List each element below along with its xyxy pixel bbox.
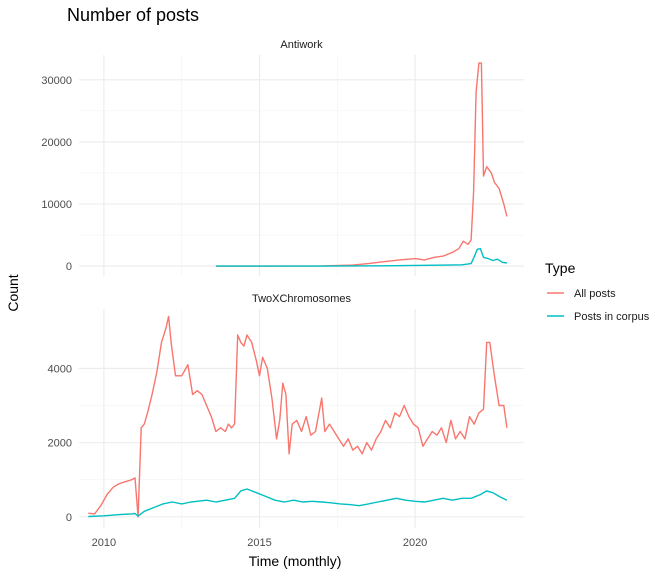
y-tick-label: 4000 bbox=[48, 363, 72, 375]
panel-antiwork: Antiwork 0 10000 20000 30000 bbox=[41, 39, 524, 276]
y-tick-label: 10000 bbox=[41, 199, 72, 211]
y-tick-label: 2000 bbox=[48, 438, 72, 450]
series-line-all-posts bbox=[88, 315, 508, 518]
legend-label: All posts bbox=[574, 288, 616, 300]
y-tick-label: 20000 bbox=[41, 137, 72, 149]
x-axis-title: Time (monthly) bbox=[249, 553, 342, 569]
legend-title: Type bbox=[545, 260, 576, 276]
legend: Type All posts Posts in corpus bbox=[545, 260, 650, 323]
x-axis: 2010 2015 2020 bbox=[92, 537, 428, 549]
chart-title: Number of posts bbox=[67, 5, 199, 25]
panel-twoxchromosomes: TwoXChromosomes 0 2000 4000 bbox=[48, 293, 524, 528]
series-line-all-posts bbox=[215, 62, 508, 267]
y-tick-label: 0 bbox=[66, 261, 72, 273]
y-tick-label: 0 bbox=[66, 512, 72, 524]
x-tick-label: 2015 bbox=[247, 537, 271, 549]
legend-items: All posts Posts in corpus bbox=[547, 288, 650, 323]
facet-panels: Antiwork 0 10000 20000 30000 TwoXChromosomes 0… bbox=[41, 39, 524, 528]
x-tick-label: 2010 bbox=[92, 537, 116, 549]
series-line-posts-in-corpus bbox=[88, 488, 508, 518]
y-axis-title: Count bbox=[5, 274, 21, 311]
series-line-posts-in-corpus bbox=[215, 248, 508, 267]
x-tick-label: 2020 bbox=[403, 537, 427, 549]
y-tick-label: 30000 bbox=[41, 75, 72, 87]
legend-item-all-posts: All posts bbox=[547, 288, 616, 300]
facet-label: Antiwork bbox=[280, 39, 323, 51]
facet-label: TwoXChromosomes bbox=[252, 293, 352, 305]
legend-item-posts-in-corpus: Posts in corpus bbox=[547, 311, 650, 323]
legend-label: Posts in corpus bbox=[574, 311, 650, 323]
